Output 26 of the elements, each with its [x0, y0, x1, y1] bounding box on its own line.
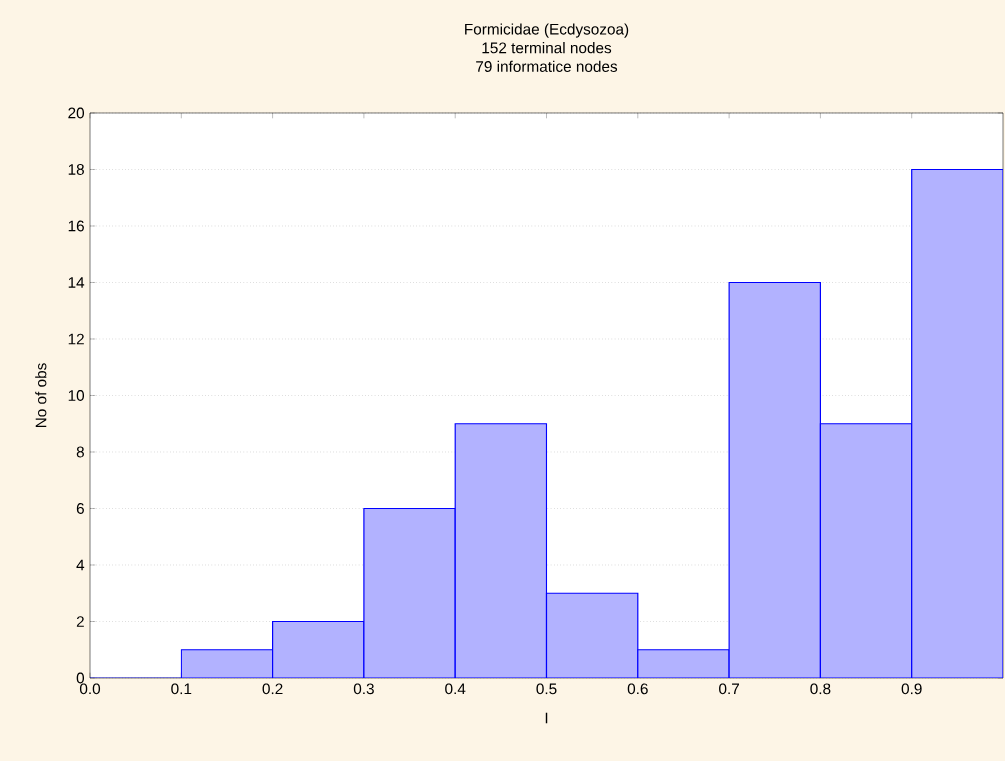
y-tick-label: 12	[68, 333, 84, 345]
x-tick-label: 0.0	[79, 683, 101, 695]
y-tick-label: 0	[76, 672, 85, 684]
x-tick-label: 0.2	[262, 683, 283, 695]
x-tick-label: 0.3	[353, 683, 374, 695]
x-tick-label: 0.9	[901, 683, 922, 695]
y-axis-title: No of obs	[35, 363, 47, 428]
x-tick-label: 0.4	[445, 683, 466, 695]
y-tick-label: 16	[68, 220, 84, 232]
x-tick-label: 0.6	[627, 683, 648, 695]
y-tick-label: 4	[76, 559, 85, 571]
x-axis-title: I	[545, 712, 548, 724]
text: 79 informatice nodes	[476, 60, 618, 72]
y-tick-label: 20	[68, 107, 85, 119]
x-tick-label: 0.1	[171, 683, 192, 695]
y-tick-label: 8	[76, 446, 84, 458]
y-tick-label: 10	[68, 390, 85, 401]
y-tick-label: 18	[68, 164, 84, 175]
x-tick-label: 0.8	[810, 683, 831, 695]
x-tick-label: 0.5	[536, 683, 557, 695]
chart-title: Formicidae (Ecdysozoa)	[465, 23, 629, 38]
chart-subtitle: 152 terminal nodes	[482, 42, 612, 54]
y-tick-label: 14	[68, 277, 85, 288]
y-tick-label: 6	[76, 503, 84, 514]
x-tick-label: 0.7	[719, 683, 739, 695]
y-tick-label: 2	[76, 616, 84, 627]
